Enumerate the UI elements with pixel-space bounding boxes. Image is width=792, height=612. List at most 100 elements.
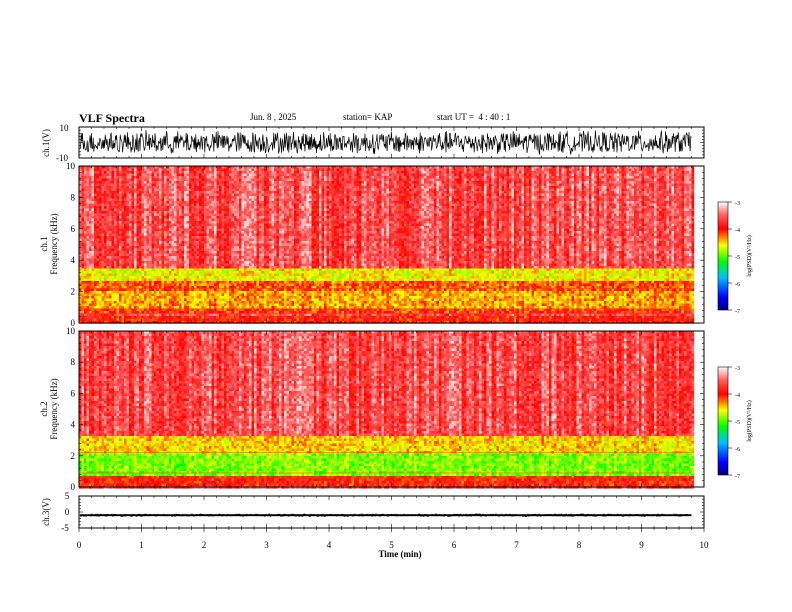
spectrogram-cell bbox=[146, 256, 150, 259]
spectrogram-cell bbox=[91, 288, 95, 292]
spectrogram-cell bbox=[156, 201, 160, 204]
spectrogram-cell bbox=[206, 221, 210, 224]
spectrogram-cell bbox=[144, 213, 147, 217]
spectrogram-cell bbox=[226, 188, 230, 192]
spectrogram-cell bbox=[181, 231, 185, 234]
spectrogram-cell bbox=[154, 241, 157, 244]
spectrogram-cell bbox=[131, 201, 135, 204]
spectrogram-cell bbox=[154, 301, 157, 304]
spectrogram-cell bbox=[266, 241, 270, 244]
spectrogram-cell bbox=[226, 273, 230, 277]
spectrogram-cell bbox=[261, 243, 265, 247]
spectrogram-cell bbox=[264, 256, 267, 259]
spectrogram-cell bbox=[126, 281, 130, 284]
spectrogram-cell bbox=[111, 268, 115, 272]
spectrogram-cell bbox=[194, 228, 197, 232]
spectrogram-cell bbox=[241, 241, 245, 244]
spectrogram-cell bbox=[96, 293, 100, 297]
spectrogram-cell bbox=[256, 281, 260, 284]
spectrogram-cell bbox=[151, 236, 155, 239]
spectrogram-cell bbox=[191, 198, 195, 202]
spectrogram-cell bbox=[101, 181, 105, 184]
spectrogram-cell bbox=[86, 226, 90, 229]
spectrogram-cell bbox=[211, 211, 215, 214]
spectrogram-cell bbox=[159, 256, 162, 259]
spectrogram-cell bbox=[261, 318, 265, 322]
spectrogram-cell bbox=[171, 208, 175, 212]
spectrogram-cell bbox=[144, 306, 147, 309]
spectrogram-cell bbox=[86, 298, 90, 302]
spectrogram-cell bbox=[149, 218, 152, 222]
spectrogram-cell bbox=[229, 311, 232, 314]
spectrogram-cell bbox=[94, 271, 97, 274]
spectrogram-cell bbox=[194, 291, 197, 294]
spectrogram-cell bbox=[244, 176, 247, 179]
spectrogram-cell bbox=[166, 196, 170, 199]
spectrogram-cell bbox=[201, 201, 205, 204]
spectrogram-cell bbox=[121, 283, 125, 287]
spectrogram-cell bbox=[134, 258, 137, 262]
spectrogram-cell bbox=[234, 228, 237, 232]
spectrogram-cell bbox=[94, 286, 97, 289]
spectrogram-cell bbox=[79, 261, 82, 264]
spectrogram-cell bbox=[156, 308, 160, 312]
spectrogram-cell bbox=[181, 238, 185, 242]
spectrogram-cell bbox=[174, 231, 177, 234]
spectrogram-cell bbox=[164, 268, 167, 272]
spectrogram-cell bbox=[181, 316, 185, 319]
spectrogram-cell bbox=[224, 258, 227, 262]
spectrogram-cell bbox=[154, 226, 157, 229]
spectrogram-cell bbox=[231, 216, 235, 219]
spectrogram-cell bbox=[196, 293, 200, 297]
spectrogram-cell bbox=[249, 193, 252, 197]
spectrogram-cell bbox=[96, 191, 100, 194]
spectrogram-cell bbox=[134, 306, 137, 309]
spectrogram-cell bbox=[236, 211, 240, 214]
spectrogram-cell bbox=[249, 321, 252, 324]
spectrogram-cell bbox=[154, 176, 157, 179]
spectrogram-cell bbox=[84, 186, 87, 189]
spectrogram-cell bbox=[186, 303, 190, 307]
spectrogram-cell bbox=[219, 286, 222, 289]
spectrogram-cell bbox=[191, 291, 195, 294]
spectrogram-cell bbox=[136, 238, 140, 242]
spectrogram-cell bbox=[174, 291, 177, 294]
spectrogram-cell bbox=[199, 191, 202, 194]
spectrogram-cell bbox=[239, 273, 242, 277]
spectrogram-cell bbox=[164, 303, 167, 307]
spectrogram-cell bbox=[151, 246, 155, 249]
spectrogram-cell bbox=[141, 226, 145, 229]
spectrogram-cell bbox=[134, 276, 137, 279]
spectrogram-cell bbox=[151, 203, 155, 207]
spectrogram-cell bbox=[106, 218, 110, 222]
spectrogram-cell bbox=[194, 206, 197, 209]
spectrogram-cell bbox=[224, 291, 227, 294]
spectrogram-cell bbox=[196, 306, 200, 309]
spectrogram-cell bbox=[219, 198, 222, 202]
spectrogram-cell bbox=[121, 236, 125, 239]
spectrogram-cell bbox=[236, 283, 240, 287]
spectrogram-cell bbox=[156, 231, 160, 234]
spectrogram-cell bbox=[79, 278, 82, 282]
spectrogram-cell bbox=[254, 283, 257, 287]
spectrogram-cell bbox=[186, 258, 190, 262]
spectrogram-cell bbox=[251, 253, 255, 257]
spectrogram-cell bbox=[146, 201, 150, 204]
spectrogram-cell bbox=[199, 273, 202, 277]
spectrogram-cell bbox=[164, 263, 167, 267]
spectrogram-cell bbox=[219, 261, 222, 264]
spectrogram-cell bbox=[266, 248, 270, 252]
spectrogram-cell bbox=[96, 173, 100, 177]
spectrogram-cell bbox=[106, 168, 110, 172]
spectrogram-cell bbox=[116, 176, 120, 179]
spectrogram-cell bbox=[106, 318, 110, 322]
spectrogram-cell bbox=[189, 256, 192, 259]
spectrogram-cell bbox=[259, 296, 262, 299]
spectrogram-cell bbox=[84, 253, 87, 257]
spectrogram-cell bbox=[244, 201, 247, 204]
spectrogram-cell bbox=[81, 198, 85, 202]
spectrogram-cell bbox=[101, 281, 105, 284]
spectrogram-cell bbox=[256, 183, 260, 187]
spectrogram-cell bbox=[174, 178, 177, 182]
spectrogram-cell bbox=[176, 308, 180, 312]
